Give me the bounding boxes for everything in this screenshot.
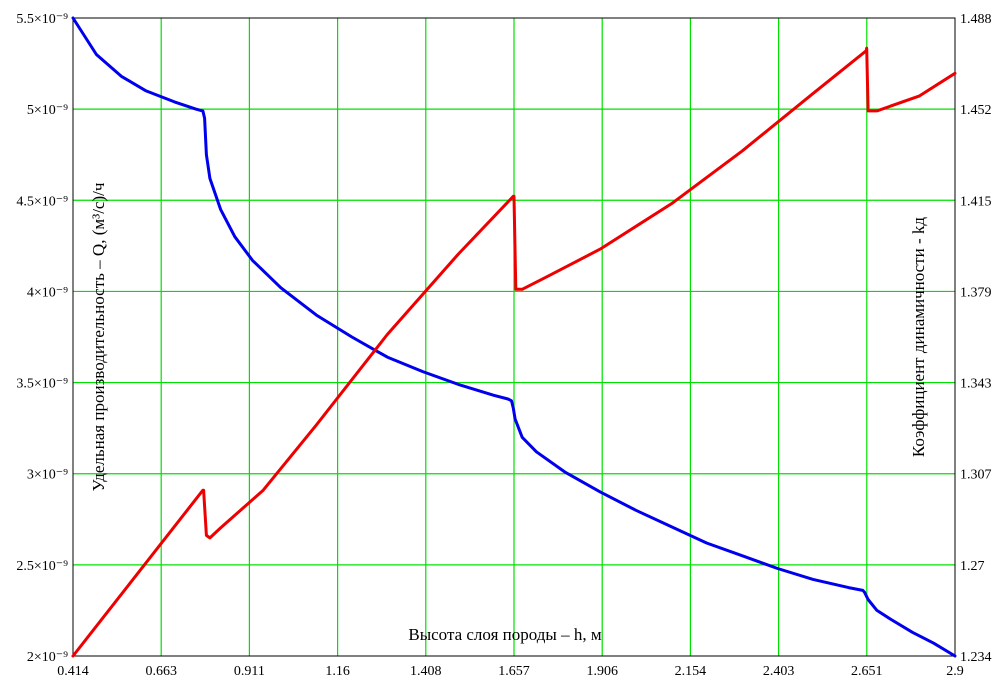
series-line-2	[71, 46, 957, 658]
y-left-tick-label: 4×10⁻⁹	[27, 285, 68, 300]
y-right-tick-label: 1.307	[960, 468, 992, 483]
x-tick-label: 2.403	[763, 664, 795, 679]
y-right-tick-label: 1.27	[960, 559, 985, 574]
x-tick-label: 0.911	[234, 664, 265, 679]
y-left-tick-label: 3×10⁻⁹	[27, 468, 68, 483]
x-tick-label: 1.657	[498, 664, 530, 679]
plot-frame	[72, 17, 956, 657]
x-tick-label: 2.651	[851, 664, 883, 679]
grid-lines	[73, 18, 955, 656]
series-layer	[71, 16, 957, 658]
y-right-tick-label: 1.415	[960, 194, 992, 209]
x-axis-label: Высота слоя породы – h, м	[408, 625, 601, 644]
y-left-tick-label: 5×10⁻⁹	[27, 103, 68, 118]
y-left-tick-label: 2×10⁻⁹	[27, 650, 68, 665]
y-right-tick-label: 1.379	[960, 285, 992, 300]
y-right-tick-label: 1.234	[960, 650, 992, 665]
y-left-axis-label: Удельная производительность – Q, (м³/с)/…	[89, 182, 108, 491]
x-tick-label: 2.9	[946, 664, 964, 679]
y-left-tick-label: 5.5×10⁻⁹	[16, 12, 68, 27]
x-tick-label: 1.906	[586, 664, 618, 679]
y-left-tick-labels: 2×10⁻⁹ 2.5×10⁻⁹ 3×10⁻⁹ 3.5×10⁻⁹ 4×10⁻⁹ 4.5×10…	[16, 12, 68, 665]
x-tick-label: 1.16	[325, 664, 350, 679]
y-right-tick-labels: 1.234 1.27 1.307 1.343 1.379 1.415 1.452 1.488	[960, 12, 992, 665]
x-tick-labels: 0.414 0.663 0.911 1.16 1.408 1.657 1.906 2.154 2…	[57, 664, 964, 679]
x-tick-label: 0.414	[57, 664, 89, 679]
y-left-tick-label: 2.5×10⁻⁹	[16, 559, 68, 574]
x-tick-label: 2.154	[675, 664, 707, 679]
series-line-1	[71, 16, 957, 658]
y-right-axis-label: Коэффициент динамичности - kд	[909, 217, 928, 457]
y-right-tick-label: 1.343	[960, 377, 992, 392]
x-tick-label: 1.408	[410, 664, 442, 679]
y-right-tick-label: 1.488	[960, 12, 992, 27]
y-left-tick-label: 3.5×10⁻⁹	[16, 377, 68, 392]
y-left-tick-label: 4.5×10⁻⁹	[16, 194, 68, 209]
y-right-tick-label: 1.452	[960, 103, 992, 118]
x-tick-label: 0.663	[145, 664, 177, 679]
